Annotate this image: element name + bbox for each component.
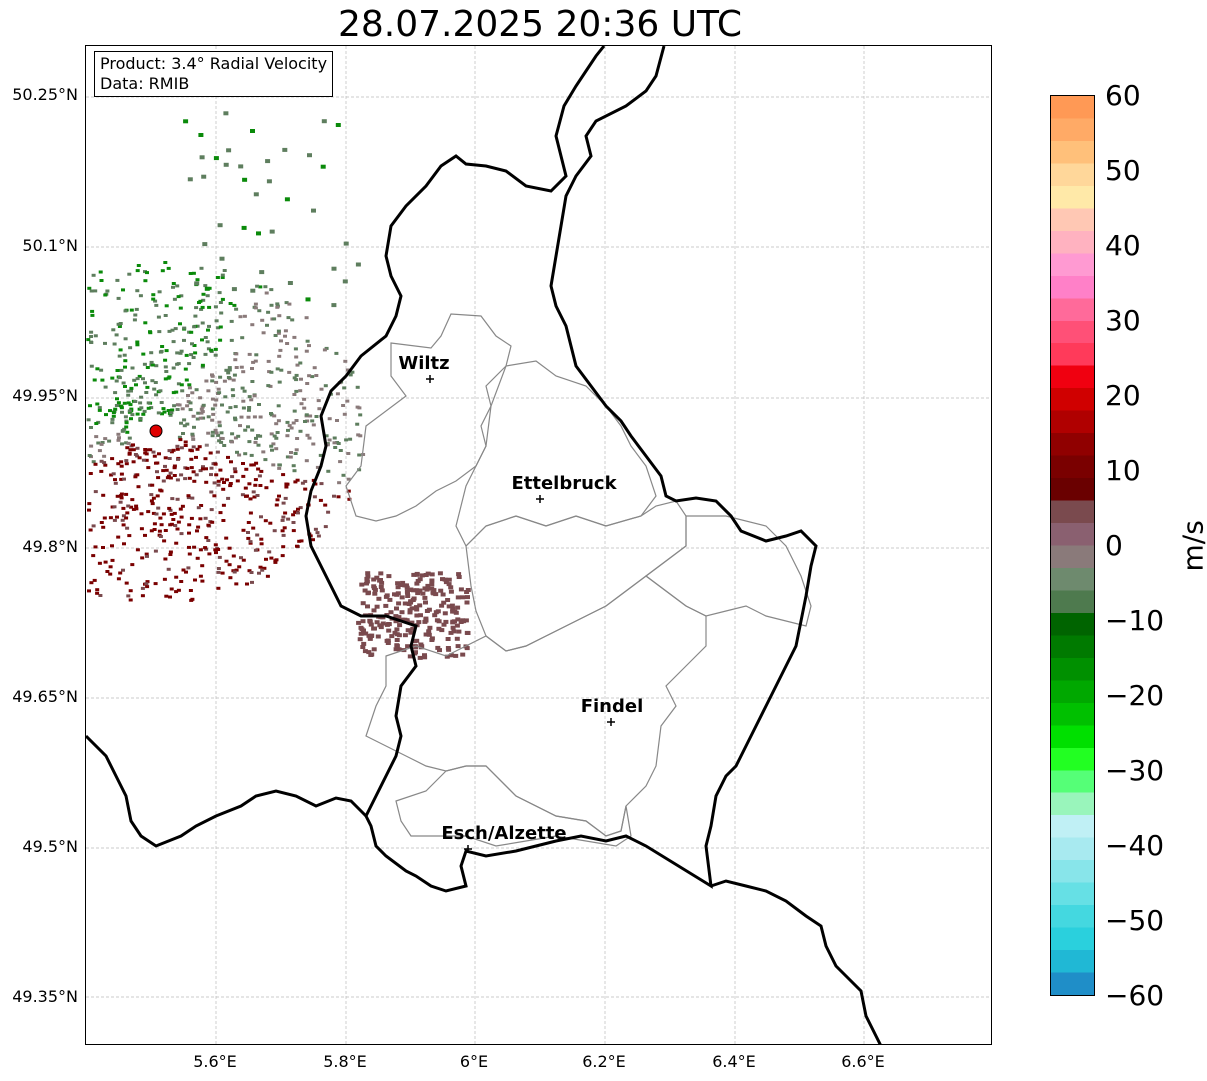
lon-label: 5.6°E [193,1052,237,1071]
lat-label: 49.8°N [22,537,78,556]
national-borders [86,46,882,1044]
canton-border-center [455,360,657,548]
border-germany-east [710,879,882,1044]
colorbar-unit-label: m/s [1176,520,1207,572]
colorbar-tick: 20 [1105,379,1141,412]
colorbar-tick: 0 [1105,529,1123,562]
map-frame: Wiltz Ettelbruck Findel Esch/Alzette [85,45,992,1045]
map-canvas: Wiltz Ettelbruck Findel Esch/Alzette [86,46,991,1044]
lat-label: 49.65°N [12,687,78,706]
border-belgium-south [86,734,368,848]
colorbar-tick: −60 [1105,979,1165,1012]
colorbar-tick: 60 [1105,79,1141,112]
lat-label: 50.1°N [22,236,78,255]
canton-border-southwest [395,765,632,847]
lat-label: 49.5°N [22,837,78,856]
city-label-findel: Findel [581,696,644,717]
colorbar-tick: −20 [1105,679,1165,712]
lat-label: 49.95°N [12,386,78,405]
canton-border-east [645,515,812,627]
city-findel: Findel [581,696,644,726]
velocity-colorbar [1050,95,1095,996]
radar-echoes [86,111,471,660]
plus-marker-icon [464,845,472,853]
map-title: 28.07.2025 20:36 UTC [337,4,743,45]
border-luxembourg [304,46,818,893]
product-info-box: Product: 3.4° Radial Velocity Data: RMIB [94,51,334,97]
city-ettelbruck: Ettelbruck [511,473,618,503]
data-source-label: Data: RMIB [100,74,190,93]
graticule [86,46,991,1044]
plus-marker-icon [536,495,544,503]
city-markers: Wiltz Ettelbruck Findel Esch/Alzette [398,353,643,853]
colorbar-tick: 30 [1105,304,1141,337]
colorbar-tick: −40 [1105,829,1165,862]
plus-marker-icon [607,718,615,726]
colorbar-tick: 10 [1105,454,1141,487]
canton-border-south [365,575,707,837]
colorbar-tick: 40 [1105,229,1141,262]
colorbar-tick: −50 [1105,904,1165,937]
radar-site-marker [149,424,163,438]
lon-label: 6.4°E [712,1052,756,1071]
lon-label: 6.2°E [582,1052,626,1071]
city-label-esch-alzette: Esch/Alzette [441,823,566,844]
plus-marker-icon [426,375,434,383]
lon-label: 6.6°E [841,1052,885,1071]
city-esch: Esch/Alzette [441,823,567,853]
city-label-ettelbruck: Ettelbruck [511,473,617,494]
canton-borders [345,313,812,847]
colorbar-tick: −10 [1105,604,1165,637]
lat-label: 50.25°N [12,85,78,104]
lat-label: 49.35°N [12,987,78,1006]
city-wiltz: Wiltz [398,353,450,383]
colorbar-tick: 50 [1105,154,1141,187]
lon-label: 5.8°E [323,1052,367,1071]
city-label-wiltz: Wiltz [398,353,449,374]
lon-label: 6°E [459,1052,489,1071]
canton-border-north [345,313,512,522]
product-label: Product: 3.4° Radial Velocity [100,54,328,73]
colorbar-tick: −30 [1105,754,1165,787]
canton-border-middle [465,500,687,652]
